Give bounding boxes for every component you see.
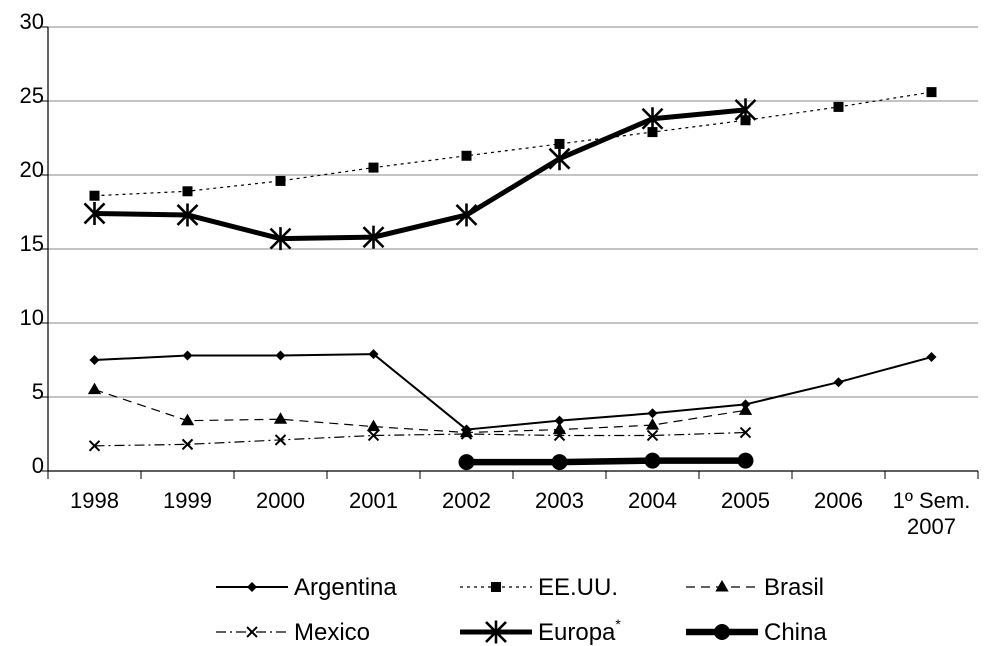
- series-line: [94, 389, 746, 434]
- legend-label: Europa*: [538, 616, 621, 646]
- data-point: [182, 350, 193, 361]
- data-point: [552, 422, 567, 435]
- data-point: [247, 582, 257, 592]
- data-point: [368, 349, 379, 360]
- data-point: [926, 87, 937, 98]
- legend-item: China: [686, 619, 827, 646]
- data-point: [646, 429, 659, 442]
- data-point: [551, 454, 568, 471]
- x-tick-label: 2006: [814, 488, 863, 513]
- data-point: [737, 452, 754, 469]
- data-point: [176, 203, 199, 227]
- legend-label: Mexico: [294, 619, 370, 646]
- data-point: [554, 415, 565, 426]
- data-point: [182, 186, 193, 197]
- x-tick-label: 2004: [628, 488, 677, 513]
- data-point: [269, 227, 292, 251]
- data-point: [181, 438, 194, 451]
- data-point: [362, 225, 385, 249]
- legend: Argentina EE.UU. Brasil Mexico Europa* China: [216, 574, 827, 646]
- legend-item: EE.UU.: [460, 574, 618, 601]
- x-tick-label: 1998: [70, 488, 119, 513]
- data-point: [274, 434, 287, 446]
- data-point: [647, 127, 658, 138]
- y-tick-label: 30: [20, 9, 44, 34]
- series-china: [458, 452, 754, 471]
- data-point: [89, 190, 100, 201]
- data-point: [180, 413, 195, 426]
- data-point: [83, 201, 106, 225]
- data-point: [734, 98, 757, 122]
- legend-label: EE.UU.: [538, 574, 618, 601]
- data-point: [275, 350, 286, 361]
- data-point: [548, 147, 571, 171]
- data-point: [641, 107, 664, 131]
- data-point: [460, 428, 473, 440]
- data-point: [553, 429, 566, 442]
- data-point: [366, 419, 381, 432]
- legend-item: Brasil: [686, 574, 824, 601]
- y-tick-label: 10: [20, 305, 44, 330]
- series-line: [94, 107, 746, 242]
- legend-label: Argentina: [294, 574, 397, 601]
- y-tick-label: 15: [20, 231, 44, 256]
- legend-label: China: [764, 619, 827, 646]
- data-point: [273, 412, 288, 424]
- data-point: [647, 408, 658, 419]
- legend-item: Mexico: [216, 619, 370, 646]
- series-line: [94, 431, 746, 447]
- legend-item: Argentina: [216, 574, 397, 601]
- grid-lines: [48, 26, 978, 398]
- data-point: [644, 452, 661, 469]
- series-lines: [83, 87, 937, 471]
- data-point: [738, 403, 753, 415]
- data-point: [485, 620, 507, 644]
- data-point: [554, 138, 565, 149]
- legend-item: Europa*: [460, 616, 621, 646]
- data-point: [461, 150, 472, 161]
- data-point: [645, 418, 660, 430]
- series-mexico: [88, 426, 752, 452]
- data-point: [88, 440, 101, 452]
- data-point: [367, 429, 380, 442]
- data-point: [714, 624, 730, 640]
- x-tick-label: 2003: [535, 488, 584, 513]
- data-point: [275, 175, 286, 186]
- series-line: [94, 91, 932, 197]
- y-tick-label: 25: [20, 83, 44, 108]
- data-point: [715, 580, 729, 592]
- data-point: [491, 582, 501, 592]
- series-europa: [83, 98, 757, 251]
- x-tick-label: 2002: [442, 488, 491, 513]
- data-point: [833, 101, 844, 112]
- data-point: [455, 203, 478, 227]
- data-point: [87, 382, 102, 395]
- legend-label: Brasil: [764, 574, 824, 601]
- series-ee-uu-: [89, 87, 937, 201]
- data-point: [926, 352, 937, 363]
- y-tick-label: 5: [32, 379, 44, 404]
- data-point: [739, 426, 752, 439]
- axes: 0 5 10 15 20 25 30 1998 1999 2000 2001 2002 2003 2004…: [20, 9, 979, 539]
- data-point: [368, 162, 379, 173]
- x-tick-label: 2001: [349, 488, 398, 513]
- data-point: [246, 626, 258, 638]
- data-point: [833, 377, 844, 388]
- x-tick-label: 2005: [721, 488, 770, 513]
- series-line: [466, 457, 746, 466]
- y-tick-label: 0: [32, 453, 44, 478]
- x-tick-label: 2000: [256, 488, 305, 513]
- y-tick-label: 20: [20, 157, 44, 182]
- data-point: [458, 454, 475, 471]
- series-line: [94, 353, 932, 431]
- x-tick-label: 1999: [163, 488, 212, 513]
- series-argentina: [89, 349, 937, 435]
- data-point: [89, 355, 100, 365]
- x-tick-label: 1º Sem. 2007: [893, 488, 971, 539]
